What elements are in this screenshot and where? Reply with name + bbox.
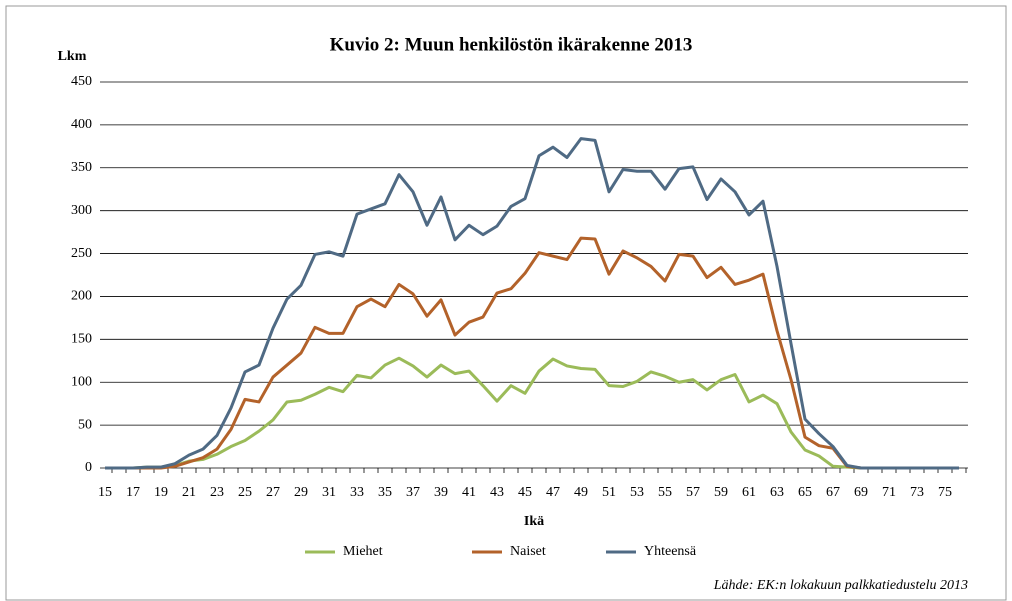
x-tick-label: 27 [266, 485, 280, 500]
source: Lähde: EK:n lokakuun palkkatiedustelu 20… [713, 578, 968, 593]
x-tick-label: 67 [826, 485, 840, 500]
x-tick-label: 69 [854, 485, 868, 500]
y-tick-label: 150 [71, 332, 92, 347]
line-series [105, 137, 959, 470]
line-series [105, 356, 959, 470]
y-tick-label: 200 [71, 289, 92, 304]
x-tick-label: 21 [182, 485, 196, 500]
y-tick-label: 400 [71, 117, 92, 132]
x-tick-label: 61 [742, 485, 756, 500]
x-tick-label: 33 [350, 485, 364, 500]
x-tick-label: 41 [462, 485, 476, 500]
x-tick-label: 59 [714, 485, 728, 500]
chart-title: Kuvio 2: Muun henkilöstön ikärakenne 201… [330, 34, 693, 55]
y-tick-label: 450 [71, 74, 92, 89]
x-tick-label: 73 [910, 485, 924, 500]
y-axis-label: Lkm [58, 49, 87, 64]
x-tick-label: 75 [938, 485, 952, 500]
y-tick-label: 250 [71, 246, 92, 261]
x-axis-label: Ikä [524, 514, 544, 529]
x-tick-label: 35 [378, 485, 392, 500]
x-tick-label: 55 [658, 485, 672, 500]
y-tick-label: 300 [71, 203, 92, 218]
y-tick-label: 0 [85, 460, 92, 475]
x-tick-label: 43 [490, 485, 504, 500]
x-tick-label: 71 [882, 485, 896, 500]
x-tick-label: 65 [798, 485, 812, 500]
x-tick-label: 19 [154, 485, 168, 500]
legend-label: Naiset [510, 544, 546, 559]
y-tick-label: 350 [71, 160, 92, 175]
legend-label: Yhteensä [644, 544, 697, 559]
x-tick-label: 39 [434, 485, 448, 500]
x-tick-label: 15 [98, 485, 112, 500]
x-tick-label: 25 [238, 485, 252, 500]
x-tick-label: 47 [546, 485, 560, 500]
x-tick-label: 17 [126, 485, 140, 500]
x-tick-label: 53 [630, 485, 644, 500]
legend-label: Miehet [343, 544, 383, 559]
x-tick-label: 45 [518, 485, 532, 500]
x-tick-label: 31 [322, 485, 336, 500]
y-tick-label: 100 [71, 374, 92, 389]
x-tick-label: 23 [210, 485, 224, 500]
x-tick-label: 51 [602, 485, 616, 500]
x-tick-label: 63 [770, 485, 784, 500]
x-tick-label: 37 [406, 485, 420, 500]
x-tick-label: 29 [294, 485, 308, 500]
line-series [105, 236, 959, 470]
x-tick-label: 49 [574, 485, 588, 500]
y-tick-label: 50 [78, 417, 92, 432]
frame [5, 5, 1007, 601]
x-tick-label: 57 [686, 485, 700, 500]
